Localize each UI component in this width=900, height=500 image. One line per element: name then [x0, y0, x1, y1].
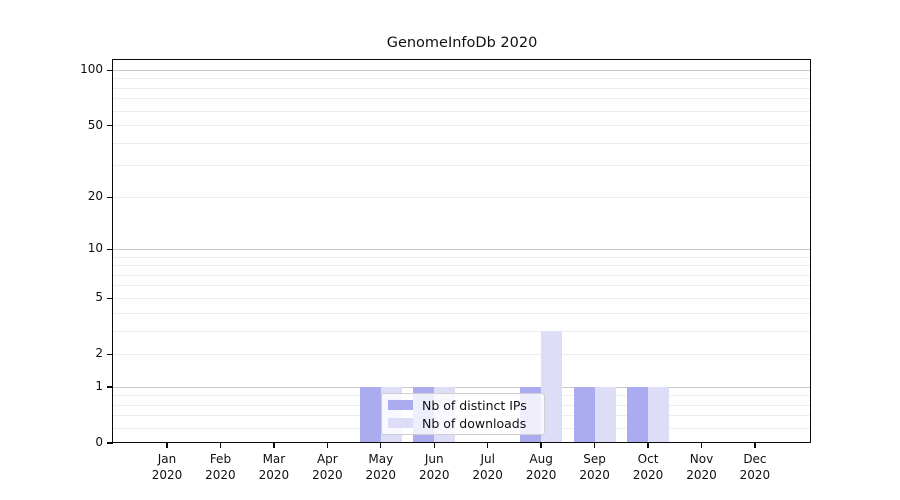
bar-downloads-sep: [594, 387, 616, 443]
bar-distinct-ips-oct: [627, 387, 649, 443]
gridline-20: [113, 196, 811, 198]
legend: Nb of distinct IPs Nb of downloads: [381, 393, 545, 435]
gridline-30: [113, 165, 811, 167]
gridline-40: [113, 142, 811, 144]
x-tick-mark: [166, 443, 168, 448]
x-tick-label: Oct 2020: [632, 452, 664, 482]
gridline-1: [113, 386, 811, 388]
gridline-70: [113, 98, 811, 100]
gridline-9: [113, 256, 811, 258]
x-tick-label: Dec 2020: [739, 452, 771, 482]
y-tick-label: 0: [95, 435, 103, 449]
bar-downloads-aug: [541, 331, 563, 443]
x-tick-mark: [433, 443, 435, 448]
legend-entry-distinct-ips: Nb of distinct IPs: [388, 398, 538, 413]
gridline-6: [113, 285, 811, 287]
y-tick-label: 100: [80, 62, 103, 77]
gridline-2: [113, 353, 811, 355]
x-tick-label: Aug 2020: [525, 452, 557, 482]
y-tick-mark: [107, 442, 113, 444]
y-tick-mark: [107, 196, 113, 198]
y-tick-mark: [107, 69, 113, 72]
plot-area: [113, 60, 811, 443]
gridline-100: [113, 69, 811, 71]
x-tick-mark: [593, 443, 596, 448]
legend-entry-downloads: Nb of downloads: [388, 416, 538, 431]
y-tick-label: 20: [87, 189, 103, 204]
x-tick-label: Apr 2020: [312, 452, 343, 482]
x-tick-label: Sep 2020: [579, 452, 610, 482]
y-tick-mark: [107, 297, 113, 300]
x-tick-mark: [219, 443, 222, 448]
x-tick-mark: [700, 443, 703, 448]
y-tick-label: 2: [95, 346, 103, 361]
gridline-10: [113, 248, 811, 250]
x-tick-label: Jun 2020: [418, 452, 450, 482]
gridline-4: [113, 312, 811, 314]
bar-downloads-oct: [648, 387, 670, 443]
x-tick-label: Mar 2020: [258, 452, 290, 482]
x-tick-label: Jul 2020: [472, 452, 503, 482]
y-tick-label: 5: [95, 290, 103, 305]
x-tick-mark: [540, 443, 542, 448]
y-tick-mark: [107, 386, 113, 388]
gridline-60: [113, 110, 811, 112]
y-tick-label: 10: [87, 241, 103, 256]
y-tick-mark: [107, 353, 113, 355]
x-tick-label: May 2020: [365, 452, 397, 482]
x-tick-mark: [647, 443, 649, 448]
gridline-90: [113, 78, 811, 80]
x-tick-mark: [380, 443, 382, 448]
x-tick-mark: [273, 443, 275, 448]
gridline-3: [113, 330, 811, 332]
legend-swatch-downloads-icon: [388, 418, 413, 428]
legend-label-downloads: Nb of downloads: [422, 415, 527, 431]
y-tick-mark: [107, 124, 113, 127]
legend-label-distinct-ips: Nb of distinct IPs: [422, 397, 527, 413]
gridline-8: [113, 265, 811, 267]
y-tick-label: 50: [87, 117, 103, 132]
y-tick-label: 1: [95, 379, 103, 394]
x-tick-mark: [487, 443, 489, 448]
y-tick-mark: [107, 248, 113, 251]
x-tick-mark: [326, 443, 329, 448]
gridline-80: [113, 87, 811, 89]
legend-swatch-distinct-ips-icon: [388, 400, 413, 410]
gridline-5: [113, 297, 811, 299]
gridline-50: [113, 125, 811, 127]
x-tick-label: Nov 2020: [686, 452, 717, 482]
gridline-7: [113, 274, 811, 276]
x-tick-label: Jan 2020: [151, 452, 183, 482]
bar-distinct-ips-may: [359, 387, 381, 443]
bar-distinct-ips-sep: [573, 387, 595, 443]
chart-title: GenomeInfoDb 2020: [386, 35, 538, 51]
x-tick-mark: [754, 443, 756, 448]
x-tick-label: Feb 2020: [205, 452, 236, 482]
